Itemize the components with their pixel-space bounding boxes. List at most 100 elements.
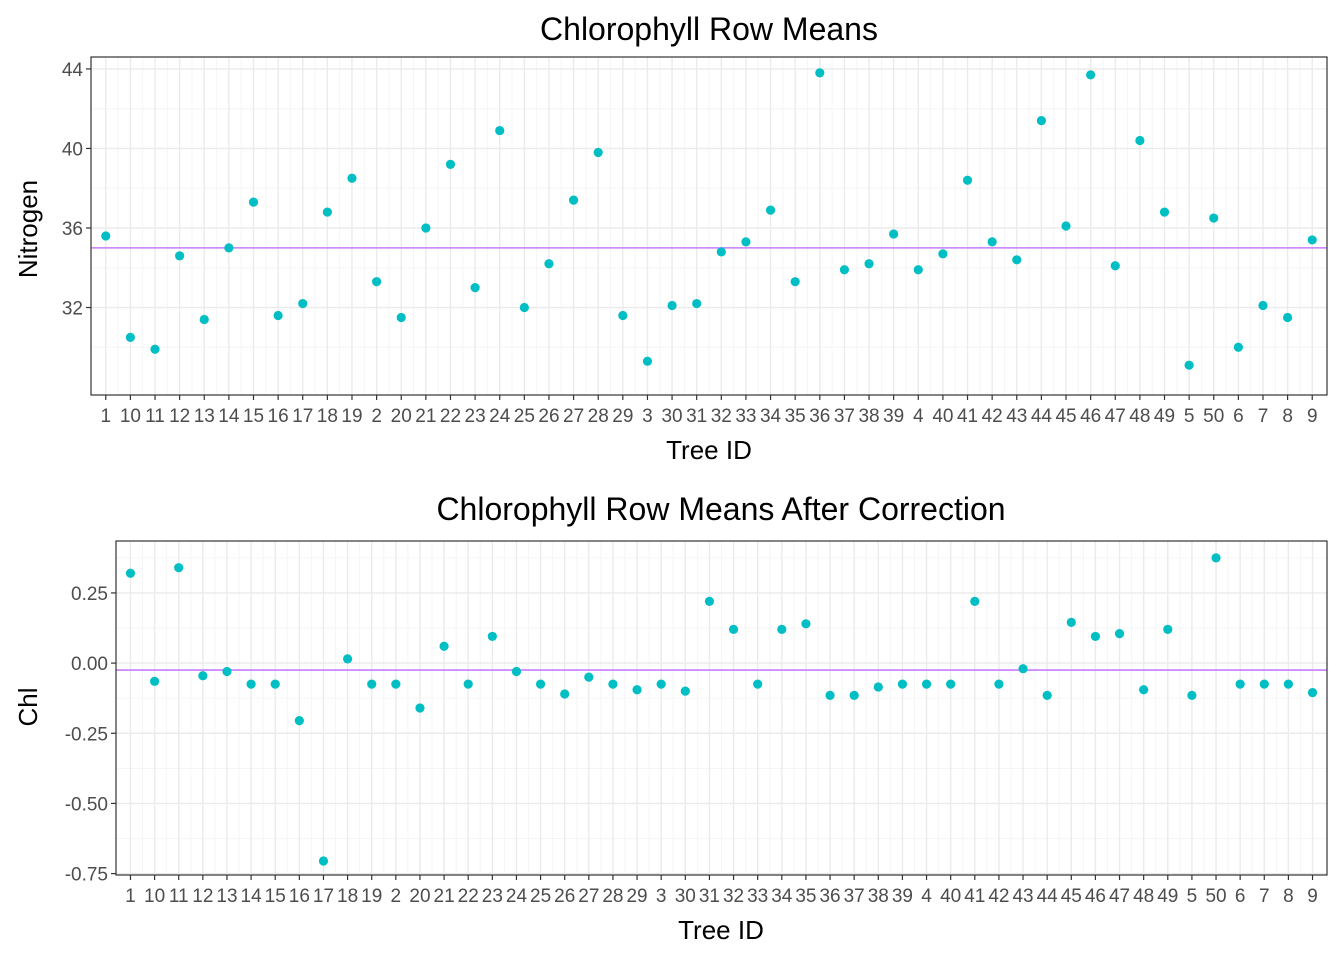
chart-title: Chlorophyll Row Means After Correction xyxy=(436,491,1005,527)
data-point xyxy=(560,689,570,699)
x-tick-label: 11 xyxy=(145,406,165,427)
x-tick-label: 41 xyxy=(957,406,978,427)
data-point xyxy=(632,685,642,695)
x-tick-label: 17 xyxy=(313,886,334,907)
data-point xyxy=(1110,261,1120,271)
y-axis-label: Chl xyxy=(13,687,43,726)
data-point xyxy=(367,679,377,689)
data-point xyxy=(439,641,449,651)
data-point xyxy=(568,195,579,205)
data-point xyxy=(198,671,208,681)
data-point xyxy=(175,251,185,261)
chart-title: Chlorophyll Row Means xyxy=(540,11,878,47)
x-tick-label: 16 xyxy=(268,406,289,427)
x-tick-label: 44 xyxy=(1031,406,1053,427)
data-point xyxy=(1211,553,1221,563)
data-point xyxy=(946,679,956,689)
data-point xyxy=(938,249,948,259)
chart-chl-corrected: Chlorophyll Row Means After Correction 0… xyxy=(13,491,1328,945)
x-tick-label: 29 xyxy=(612,406,633,427)
x-tick-label: 14 xyxy=(218,406,240,427)
x-tick-label: 23 xyxy=(465,406,486,427)
x-tick-label: 25 xyxy=(514,406,535,427)
x-axis-label: Tree ID xyxy=(678,915,764,945)
data-point xyxy=(1209,213,1219,223)
x-tick-label: 43 xyxy=(1006,406,1027,427)
data-point xyxy=(535,679,546,689)
data-point xyxy=(445,159,456,169)
x-tick-label: 12 xyxy=(192,886,213,907)
x-tick-label: 35 xyxy=(785,406,806,427)
x-tick-label: 21 xyxy=(415,406,436,427)
x-tick-label: 18 xyxy=(317,406,338,427)
data-point xyxy=(790,277,800,287)
data-point xyxy=(962,175,973,185)
data-point xyxy=(125,332,135,342)
data-point xyxy=(1307,687,1318,698)
data-point xyxy=(1233,342,1243,352)
data-point xyxy=(873,682,883,692)
data-point xyxy=(125,568,136,578)
x-tick-label: 24 xyxy=(489,406,511,427)
data-point xyxy=(921,679,932,689)
x-tick-label: 15 xyxy=(243,406,264,427)
data-point xyxy=(618,310,628,321)
x-tick-label: 13 xyxy=(216,886,237,907)
data-point xyxy=(1086,70,1096,80)
data-point xyxy=(342,654,353,664)
data-point xyxy=(1187,690,1197,700)
data-point xyxy=(511,666,522,677)
x-axis-label: Tree ID xyxy=(666,435,752,465)
data-point xyxy=(273,310,283,321)
x-tick-label: 40 xyxy=(932,406,953,427)
x-tick-label: 36 xyxy=(809,406,830,427)
x-tick-label: 45 xyxy=(1055,406,1076,427)
x-tick-label: 18 xyxy=(337,886,358,907)
data-point xyxy=(1090,631,1101,642)
data-point xyxy=(149,676,160,686)
data-point xyxy=(1066,617,1076,627)
x-tick-label: 16 xyxy=(289,886,310,907)
x-tick-label: 45 xyxy=(1061,886,1082,907)
data-point xyxy=(544,259,554,269)
grid-lines xyxy=(116,541,1327,875)
data-point xyxy=(642,356,653,366)
data-point xyxy=(101,231,111,241)
data-point xyxy=(396,312,406,323)
data-point xyxy=(1012,255,1022,265)
x-tick-label: 35 xyxy=(795,886,816,907)
data-point xyxy=(463,679,473,689)
data-point xyxy=(825,690,835,700)
data-point xyxy=(839,265,850,275)
x-axis-ticks: 1 10 11 12 13 14 15 16 17 18 19 2 20 21 22 23 24 25 26 27 28… xyxy=(125,875,1318,907)
x-tick-label: 7 xyxy=(1259,886,1270,907)
data-point xyxy=(1163,624,1173,635)
x-tick-label: 48 xyxy=(1133,886,1154,907)
data-point xyxy=(584,672,594,682)
panel-border xyxy=(90,56,1328,396)
data-point xyxy=(1135,135,1145,146)
data-point xyxy=(728,624,739,635)
data-point xyxy=(298,298,308,309)
x-tick-label: 37 xyxy=(844,886,865,907)
x-tick-label: 17 xyxy=(292,406,313,427)
x-tick-label: 43 xyxy=(1012,886,1033,907)
data-point xyxy=(222,666,232,677)
data-point xyxy=(391,679,401,689)
data-point xyxy=(704,596,715,606)
panel-border xyxy=(115,540,1328,876)
x-tick-label: 1 xyxy=(125,886,136,907)
data-point xyxy=(519,302,529,313)
data-point xyxy=(347,173,357,183)
data-point xyxy=(741,237,751,247)
grid-lines xyxy=(91,57,1327,395)
y-tick-label: 36 xyxy=(62,219,83,240)
data-point xyxy=(421,223,431,233)
data-point xyxy=(174,563,184,573)
x-tick-label: 23 xyxy=(482,886,503,907)
x-tick-label: 30 xyxy=(661,406,682,427)
x-tick-label: 15 xyxy=(265,886,286,907)
x-tick-label: 31 xyxy=(699,886,720,907)
